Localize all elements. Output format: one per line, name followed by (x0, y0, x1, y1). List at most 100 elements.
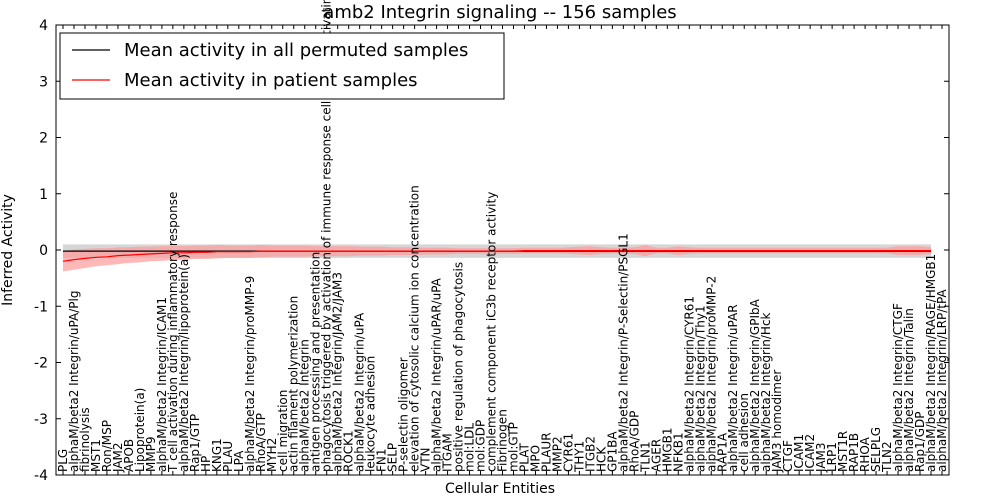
entity-label: alphaM/beta2 Integrin/proMMP-2 (704, 276, 718, 472)
entity-label: ICAM2 (803, 434, 817, 472)
entity-label: PLAU (221, 441, 235, 472)
entity-label: elevation of cytosolic calcium ion conce… (408, 185, 422, 472)
entity-label: alphaM/beta2 Integrin (298, 339, 312, 472)
entity-label: positive regulation of phagocytosis (452, 262, 466, 472)
y-tick-label: 3 (39, 74, 48, 90)
entity-label: fibrinolysis (78, 407, 92, 472)
entity-label: CYR61 (561, 433, 575, 472)
entity-label: alphaM/beta2 Integrin/lipoprotein(a) (177, 254, 191, 472)
y-tick-label: 1 (39, 187, 48, 203)
entity-label: alphaM/beta2 Integrin/CTGF (891, 303, 905, 472)
entity-label: ROCK1 (342, 430, 356, 472)
entity-label: alphaM/beta2 Integrin/uPAR (726, 304, 740, 472)
entity-label: mol:GDP (474, 420, 488, 472)
y-tick-label: -1 (34, 299, 48, 315)
entity-label: P-selectin oligomer (397, 357, 411, 472)
entity-label: alphaM/beta2 Integrin/ICAM1 (155, 297, 169, 472)
entity-label: leukocyte adhesion (364, 356, 378, 472)
entity-label: JAM3 (814, 442, 828, 473)
entity-label: alphaM/beta2 Integrin/Talin (902, 308, 916, 472)
y-axis-title: Inferred Activity (0, 194, 16, 306)
entity-label: MMP2 (550, 436, 564, 472)
entity-label: MPO (529, 445, 543, 472)
entity-label: RAP1A (715, 432, 729, 472)
entity-label: alphaM/beta2 Integrin/uPA/Plg (67, 291, 81, 472)
entity-label: RhoA/GTP (254, 413, 268, 472)
entity-label: LPA (232, 450, 246, 472)
entity-label: APOB (122, 439, 136, 472)
entity-label: VTN (419, 447, 433, 472)
entity-label: KNG1 (210, 438, 224, 472)
y-tick-label: -4 (34, 468, 48, 484)
y-tick-label: -3 (34, 412, 48, 428)
entity-label: alphaM/beta2 Integrin/JAM2/JAM3 (331, 272, 345, 472)
line-patient (62, 250, 931, 262)
chart-title: amb2 Integrin signaling -- 156 samples (323, 2, 676, 23)
entity-label: LRP1 (825, 442, 839, 472)
entity-label: ICAM1 (792, 434, 806, 472)
entity-label: HCK (594, 446, 608, 472)
entity-label: JAM3 homodimer (770, 370, 784, 473)
x-axis-title: Cellular Entities (445, 481, 555, 497)
entity-label: actin filament polymerization (287, 296, 301, 472)
entity-label: alphaM/beta2 Integrin/Thy1 (693, 305, 707, 472)
entity-label: alphaM/beta2 Integrin/LRP/tPA (935, 289, 949, 472)
entity-label: ITGAM (441, 433, 455, 472)
entity-label: alphaM/beta2 Integrin/proMMP-9 (243, 276, 257, 472)
entity-label: Rap1/GTP (188, 414, 202, 472)
legend-box (59, 32, 505, 100)
entity-label: antigen processing and presentation (309, 252, 323, 472)
y-tick-label: 2 (39, 131, 48, 147)
entity-label: PLAUR (540, 432, 554, 472)
entity-label: alphaM/beta2 Integrin/uPAR/uPA (430, 277, 444, 472)
entity-label: PLAT (518, 443, 532, 472)
legend-label-patient: Mean activity in patient samples (124, 70, 418, 91)
entity-label: THY1 (572, 441, 586, 473)
y-axis-ticks: -4 -3 -2 -1 0 1 2 3 4 (34, 18, 949, 484)
entity-label: alphaM/beta2 Integrin/uPA (353, 312, 367, 472)
entity-label: Ron/MSP (100, 420, 114, 472)
entity-label: MST1 (89, 439, 103, 472)
entity-label: Lipoprotein(a) (133, 388, 147, 472)
entity-label: Rap1/GDP (913, 412, 927, 473)
legend-label-permuted: Mean activity in all permuted samples (124, 40, 468, 61)
entity-label: ITGB2 (583, 436, 597, 472)
entity-label: SELPLG (869, 427, 883, 472)
entity-label: TLN1 (638, 441, 652, 473)
entity-label: GP1BA (605, 431, 619, 472)
y-tick-label: 4 (39, 18, 48, 34)
entity-label: mol:GTP (507, 422, 521, 472)
entity-label: MST1R (836, 431, 850, 472)
legend: Mean activity in all permuted samples Me… (59, 32, 505, 100)
entity-label: SELP (386, 443, 400, 472)
entity-label: cell migration (276, 390, 290, 472)
entity-label: phagocytosis triggered by activation of … (320, 0, 334, 472)
entity-label: CTGF (781, 440, 795, 472)
entity-label: RhoA/GDP (627, 411, 641, 472)
entity-label: alphaM/beta2 Integrin/CYR61 (682, 296, 696, 472)
series-lines (62, 250, 931, 262)
entity-label: T cell activation during inflammatory re… (166, 192, 180, 473)
entity-label: alphaM/beta2 Integrin/GPIbA (748, 298, 762, 472)
y-tick-label: 0 (39, 243, 48, 259)
x-axis-ticks (62, 25, 943, 475)
entity-label: alphaM/beta2 Integrin/Hck (759, 312, 773, 472)
y-tick-label: -2 (34, 356, 48, 372)
entity-label: MYH2 (265, 438, 279, 472)
entity-label: HP (199, 456, 213, 472)
entity-label: cell adhesion (737, 393, 751, 472)
entity-label: FN1 (375, 448, 389, 472)
entity-label: mol:LDL (463, 423, 477, 472)
entity-label: alphaM/beta2 Integrin/RAGE/HMGB1 (924, 254, 938, 472)
entity-label: JAM2 (111, 442, 125, 473)
entity-label: RAP1B (847, 433, 861, 472)
entity-label: HMGB1 (660, 427, 674, 472)
entity-label: RHOA (858, 436, 872, 472)
entity-label: alphaM/beta2 Integrin/P-Selectin/PSGL1 (616, 233, 630, 472)
entity-label: complement component iC3b receptor activ… (485, 192, 499, 472)
entity-label: Fibrinogen (496, 409, 510, 472)
entity-label: NFKB1 (671, 432, 685, 472)
entity-label: AGER (649, 439, 663, 472)
